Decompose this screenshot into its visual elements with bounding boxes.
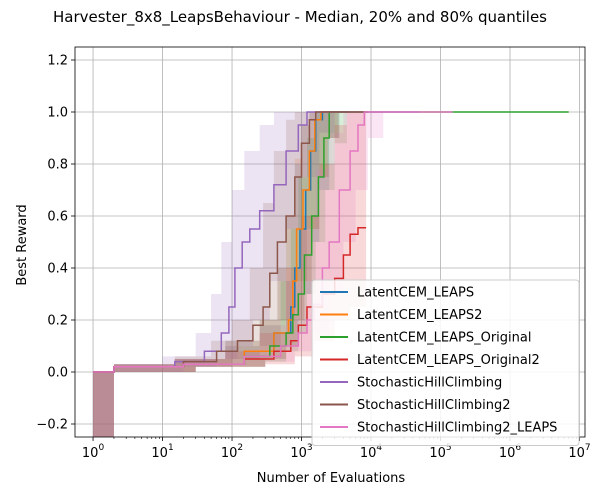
x-tick-label: 104 — [360, 443, 383, 461]
legend: LatentCEM_LEAPS LatentCEM_LEAPS2 LatentCEM… — [311, 279, 580, 446]
x-tick-label: 105 — [429, 443, 451, 461]
quantile-band — [93, 112, 420, 437]
x-tick-base: 10 — [151, 446, 168, 461]
x-tick-exponent: 5 — [446, 443, 452, 453]
x-tick-exponent: 0 — [98, 443, 104, 453]
x-tick-base: 10 — [568, 446, 585, 461]
x-tick-label: 102 — [221, 443, 243, 461]
x-tick-base: 10 — [221, 446, 238, 461]
quantile-band — [93, 112, 351, 437]
y-tick-label: 0.2 — [47, 314, 68, 329]
median-line — [93, 111, 368, 373]
x-tick-exponent: 3 — [307, 443, 313, 453]
legend-label: LatentCEM_LEAPS_Original2 — [357, 353, 540, 368]
y-tick-label: 0.8 — [47, 158, 68, 173]
x-tick-label: 100 — [82, 443, 105, 461]
x-tick-exponent: 7 — [585, 443, 591, 453]
quantile-band — [93, 112, 351, 437]
chart-title: Harvester_8x8_LeapsBehaviour - Median, 2… — [53, 8, 547, 27]
y-tick-label: −0.2 — [36, 418, 68, 433]
x-tick-base: 10 — [290, 446, 307, 461]
legend-label: LatentCEM_LEAPS_Original — [357, 331, 531, 346]
legend-label: LatentCEM_LEAPS — [357, 286, 474, 301]
y-tick-label: 0.0 — [47, 366, 68, 381]
x-tick-exponent: 1 — [168, 443, 174, 453]
x-axis-label: Number of Evaluations — [257, 471, 406, 486]
y-axis-label: Best Reward — [15, 204, 30, 285]
x-tick-exponent: 2 — [237, 443, 243, 453]
x-tick-base: 10 — [499, 446, 516, 461]
axis-ticks: 100 101 102 103 104 105 106 107−0.20.00.20.40.6… — [36, 54, 590, 462]
quantile-band — [93, 112, 367, 437]
y-tick-label: 0.6 — [47, 210, 68, 225]
y-tick-label: 1.0 — [47, 106, 68, 121]
quantile-bands — [93, 112, 569, 437]
x-tick-label: 107 — [568, 443, 590, 461]
y-tick-label: 0.4 — [47, 262, 68, 277]
legend-label: StochasticHillClimbing — [357, 376, 502, 391]
x-tick-exponent: 4 — [376, 443, 382, 453]
y-tick-label: 1.2 — [47, 54, 68, 69]
x-tick-label: 101 — [151, 443, 173, 461]
x-tick-base: 10 — [360, 446, 377, 461]
legend-label: LatentCEM_LEAPS2 — [357, 308, 482, 323]
legend-label: StochasticHillClimbing2_LEAPS — [357, 421, 557, 436]
x-tick-label: 106 — [499, 443, 522, 461]
x-tick-base: 10 — [82, 446, 99, 461]
legend-label: StochasticHillClimbing2 — [357, 398, 511, 413]
quantile-band — [93, 112, 368, 437]
x-tick-label: 103 — [290, 443, 312, 461]
quantile-band — [93, 112, 569, 437]
x-tick-exponent: 6 — [515, 443, 521, 453]
x-tick-base: 10 — [429, 446, 446, 461]
legend-box — [311, 279, 580, 446]
